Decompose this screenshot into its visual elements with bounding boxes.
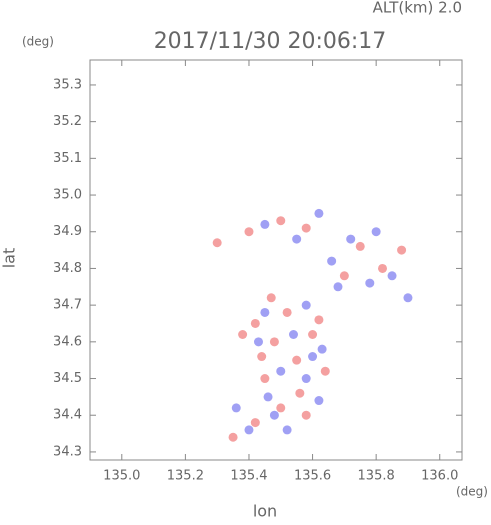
data-point (231, 403, 241, 413)
x-tick-label: 135.4 (230, 469, 267, 484)
y-tick-label: 34.8 (53, 261, 82, 276)
y-tick-label: 34.9 (53, 224, 82, 239)
data-point (397, 245, 407, 255)
data-point (254, 337, 264, 347)
subtitle: ALT(km) 2.0 (373, 0, 462, 17)
data-point (314, 315, 324, 325)
x-tick-label: 135.6 (294, 469, 331, 484)
x-tick-label: 135.0 (103, 469, 140, 484)
y-tick-label: 35.2 (53, 114, 82, 129)
data-point (292, 234, 302, 244)
data-point (339, 271, 349, 281)
data-point (295, 388, 305, 398)
y-tick-label: 35.3 (53, 77, 82, 92)
data-point (260, 219, 270, 229)
data-point (314, 396, 324, 406)
data-point (276, 216, 286, 226)
data-point (308, 329, 318, 339)
y-tick-label: 34.6 (53, 334, 82, 349)
x-tick-label: 136.0 (421, 469, 458, 484)
y-tick-label: 35.1 (53, 151, 82, 166)
data-point (387, 271, 397, 281)
data-point (250, 418, 260, 428)
data-point (346, 234, 356, 244)
plot-frame (89, 59, 463, 461)
y-tick-label: 34.4 (53, 408, 82, 423)
data-point (314, 208, 324, 218)
data-point (244, 227, 254, 237)
data-point (333, 282, 343, 292)
data-point (317, 344, 327, 354)
data-point (282, 307, 292, 317)
data-point (263, 392, 273, 402)
data-point (320, 366, 330, 376)
data-point (308, 352, 318, 362)
data-point (269, 410, 279, 420)
y-tick-label: 34.5 (53, 371, 82, 386)
data-point (212, 238, 222, 248)
data-point (365, 278, 375, 288)
y-tick-label: 34.7 (53, 298, 82, 313)
data-point (301, 223, 311, 233)
data-point (260, 307, 270, 317)
x-tick-label: 135.2 (167, 469, 204, 484)
data-point (292, 355, 302, 365)
data-point (269, 337, 279, 347)
y-tick-label: 34.3 (53, 444, 82, 459)
data-point (228, 432, 238, 442)
data-point (282, 425, 292, 435)
data-point (355, 241, 365, 251)
y-unit: (deg) (22, 35, 54, 49)
y-tick-label: 35.0 (53, 188, 82, 203)
x-tick-label: 135.8 (358, 469, 395, 484)
data-point (257, 352, 267, 362)
data-point (371, 227, 381, 237)
data-point (276, 403, 286, 413)
data-point (403, 293, 413, 303)
data-point (301, 300, 311, 310)
data-point (276, 366, 286, 376)
data-point (301, 410, 311, 420)
data-point (260, 374, 270, 384)
data-point (327, 256, 337, 266)
data-point (250, 318, 260, 328)
x-axis-label: lon (253, 502, 277, 521)
data-point (244, 425, 254, 435)
y-axis-label: lat (0, 248, 19, 269)
data-point (301, 374, 311, 384)
data-point (238, 329, 248, 339)
data-point (288, 329, 298, 339)
chart-title: 2017/11/30 20:06:17 (154, 29, 387, 54)
data-point (378, 263, 388, 273)
x-unit: (deg) (456, 485, 488, 499)
data-point (266, 293, 276, 303)
